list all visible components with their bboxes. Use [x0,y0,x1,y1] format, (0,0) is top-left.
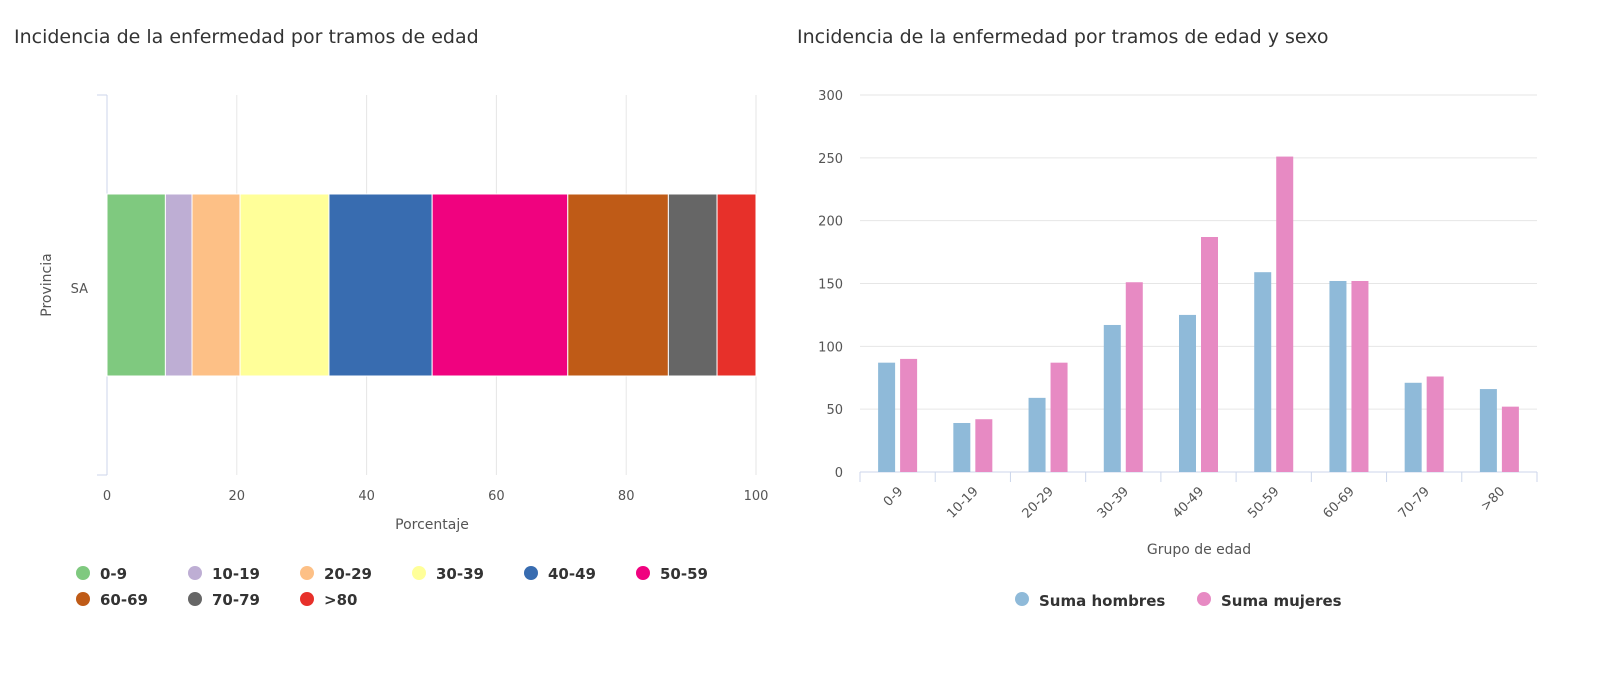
x-tick-label: 60 [488,489,505,504]
x-tick-label: 0-9 [881,484,907,510]
x-tick-label: 0 [103,489,111,504]
bar-mujeres-gt80[interactable] [1501,406,1519,472]
bar-mujeres-20-29[interactable] [1050,362,1068,472]
legend-item[interactable]: 0-9 [76,565,127,583]
bar-hombres-20-29[interactable] [1028,397,1046,472]
x-tick-label: 70-79 [1396,484,1433,521]
legend-item[interactable]: Suma hombres [1015,592,1165,610]
bar-mujeres-70-79[interactable] [1426,376,1444,472]
legend-label: 10-19 [212,565,260,583]
legend-marker [188,592,202,606]
legend-label: Suma hombres [1039,592,1165,610]
y-tick-label: 100 [818,340,843,355]
bar-segment-10-19[interactable] [164,193,193,377]
bar-hombres-70-79[interactable] [1404,382,1422,472]
x-tick-label: 80 [618,489,635,504]
right-chart-title: Incidencia de la enfermedad por tramos d… [797,26,1329,48]
bar-mujeres-10-19[interactable] [975,419,993,472]
bar-mujeres-40-49[interactable] [1201,237,1218,472]
left-chart-title: Incidencia de la enfermedad por tramos d… [14,26,479,48]
legend-label: 60-69 [100,591,148,609]
legend-label: Suma mujeres [1221,592,1342,610]
legend-label: 30-39 [436,565,484,583]
bar-hombres-40-49[interactable] [1179,314,1196,472]
x-tick-label: 60-69 [1320,484,1357,521]
legend-marker [1015,592,1029,606]
bar-mujeres-30-39[interactable] [1125,282,1143,472]
legend-item[interactable]: 40-49 [524,565,596,583]
x-tick-label: 30-39 [1095,484,1132,521]
bar-mujeres-60-69[interactable] [1351,280,1369,472]
bar-segment-30-39[interactable] [239,193,330,377]
legend-label: 40-49 [548,565,596,583]
bar-segment-60-69[interactable] [567,193,669,377]
age-percentage-chart: 0 20 40 60 80 100 SA Provincia Porcentaje 0-9 10-1… [39,94,769,609]
legend-marker [636,566,650,580]
legend-item[interactable]: 50-59 [636,565,708,583]
bar-hombres-50-59[interactable] [1254,272,1272,472]
legend-label: 0-9 [100,565,127,583]
legend-marker [412,566,426,580]
bar-hombres-0-9[interactable] [878,362,896,472]
legend-marker [188,566,202,580]
y-tick-label: SA [71,282,88,297]
bar-hombres-60-69[interactable] [1329,280,1347,472]
legend-marker [76,566,90,580]
legend-label: 20-29 [324,565,372,583]
legend-marker [1197,592,1211,606]
y-tick-label: 50 [826,403,843,418]
bar-segment-70-79[interactable] [667,193,718,377]
legend-marker [300,592,314,606]
legend-item[interactable]: 10-19 [188,565,260,583]
legend-label: >80 [324,591,357,609]
bar-segment-gt80[interactable] [716,193,757,377]
y-tick-label: 200 [818,215,843,230]
legend-marker [300,566,314,580]
x-tick-label: 20-29 [1020,484,1057,521]
bar-hombres-30-39[interactable] [1103,324,1121,472]
y-axis-title: Provincia [39,253,55,316]
legend-item[interactable]: >80 [300,591,357,609]
legend-item[interactable]: 60-69 [76,591,148,609]
y-tick-label: 300 [818,89,843,104]
legend-item[interactable]: 20-29 [300,565,372,583]
bar-mujeres-0-9[interactable] [900,358,918,472]
x-axis-title: Grupo de edad [1147,542,1251,558]
bar-segment-50-59[interactable] [431,193,569,377]
x-axis-title: Porcentaje [395,517,469,533]
bar-segment-20-29[interactable] [191,193,241,377]
x-tick-label: 40-49 [1170,484,1207,521]
x-tick-label: 20 [229,489,246,504]
bar-segment-0-9[interactable] [106,193,166,377]
bar-hombres-gt80[interactable] [1479,389,1497,472]
bar-hombres-10-19[interactable] [953,422,971,472]
x-tick-label: 10-19 [944,484,981,521]
legend-marker [524,566,538,580]
x-tick-label: 40 [358,489,375,504]
legend-item[interactable]: 30-39 [412,565,484,583]
legend-label: 50-59 [660,565,708,583]
legend-item[interactable]: Suma mujeres [1197,592,1342,610]
legend-item[interactable]: 70-79 [188,591,260,609]
bar-mujeres-50-59[interactable] [1276,156,1294,472]
y-tick-label: 150 [818,278,843,293]
y-tick-label: 250 [818,152,843,167]
x-tick-label: >80 [1478,484,1508,514]
legend-marker [76,592,90,606]
legend-label: 70-79 [212,591,260,609]
x-tick-label: 50-59 [1245,484,1282,521]
y-tick-label: 0 [835,466,843,481]
x-tick-label: 100 [744,489,769,504]
